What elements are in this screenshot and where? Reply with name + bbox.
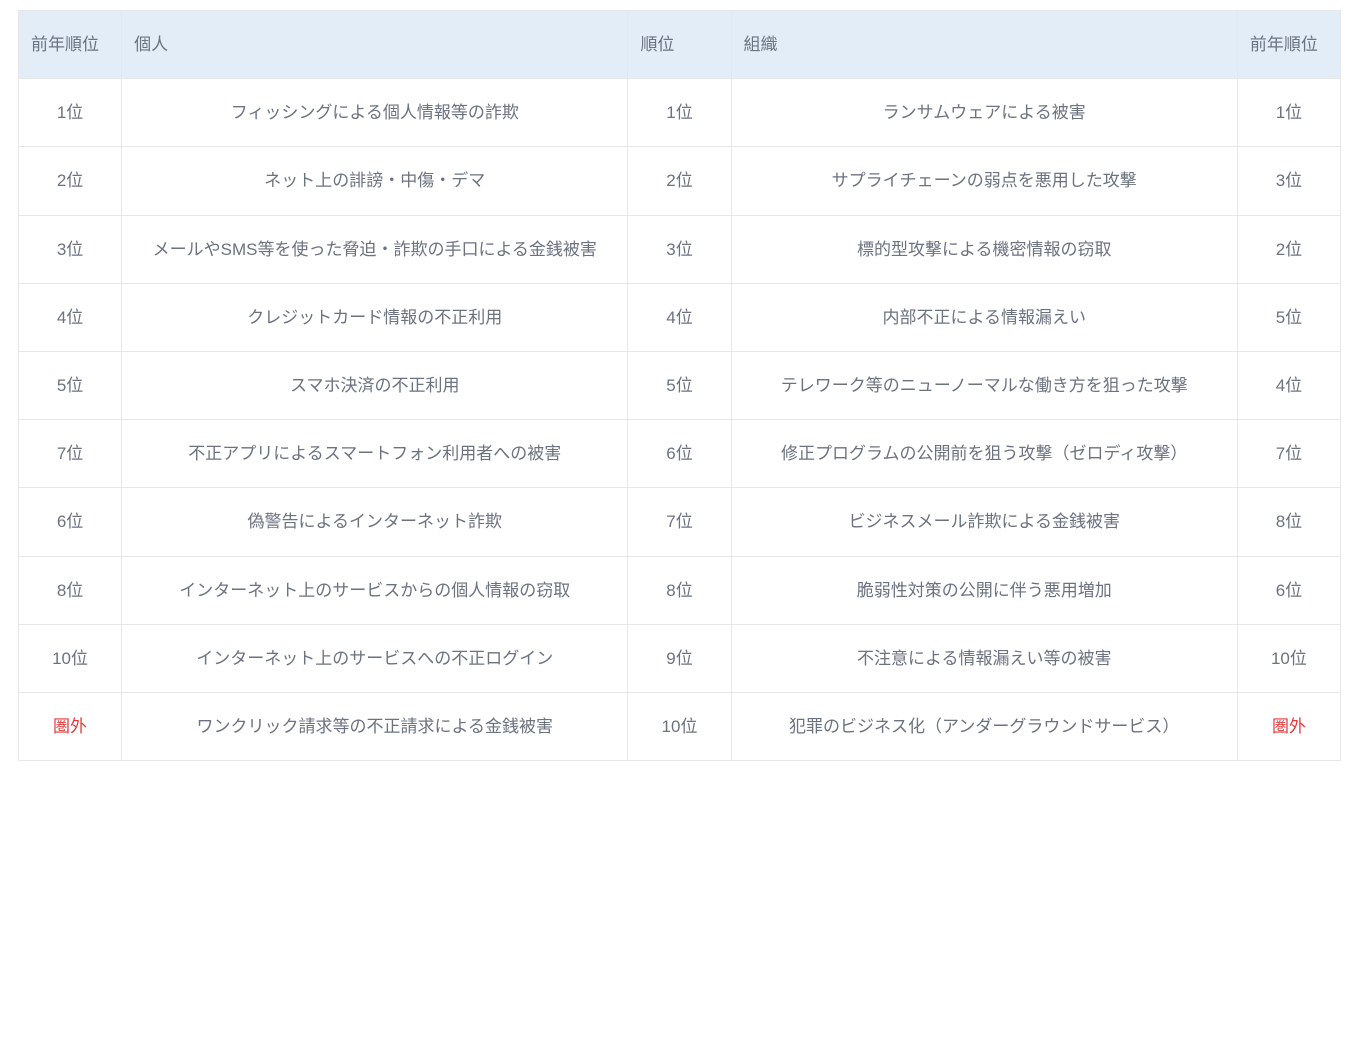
cell-prev-org: 2位	[1237, 215, 1340, 283]
cell-prev-org: 8位	[1237, 488, 1340, 556]
cell-prev-individual: 5位	[19, 351, 122, 419]
cell-prev-individual: 圏外	[19, 692, 122, 760]
cell-individual: 不正アプリによるスマートフォン利用者への被害	[122, 420, 628, 488]
cell-rank: 6位	[628, 420, 731, 488]
table-header-row: 前年順位 個人 順位 組織 前年順位	[19, 11, 1341, 79]
cell-prev-org: 5位	[1237, 283, 1340, 351]
cell-prev-org: 4位	[1237, 351, 1340, 419]
cell-organization: 内部不正による情報漏えい	[731, 283, 1237, 351]
cell-rank: 5位	[628, 351, 731, 419]
out-of-rank-label: 圏外	[1272, 717, 1306, 736]
table-row: 2位ネット上の誹謗・中傷・デマ2位サプライチェーンの弱点を悪用した攻撃3位	[19, 147, 1341, 215]
table-row: 3位メールやSMS等を使った脅迫・詐欺の手口による金銭被害3位標的型攻撃による機…	[19, 215, 1341, 283]
table-row: 10位インターネット上のサービスへの不正ログイン9位不注意による情報漏えい等の被…	[19, 624, 1341, 692]
cell-rank: 8位	[628, 556, 731, 624]
cell-prev-individual: 7位	[19, 420, 122, 488]
cell-organization: サプライチェーンの弱点を悪用した攻撃	[731, 147, 1237, 215]
cell-prev-org: 1位	[1237, 79, 1340, 147]
table-row: 5位スマホ決済の不正利用5位テレワーク等のニューノーマルな働き方を狙った攻撃4位	[19, 351, 1341, 419]
cell-prev-org: 10位	[1237, 624, 1340, 692]
cell-organization: テレワーク等のニューノーマルな働き方を狙った攻撃	[731, 351, 1237, 419]
table-row: 7位不正アプリによるスマートフォン利用者への被害6位修正プログラムの公開前を狙う…	[19, 420, 1341, 488]
cell-prev-org: 圏外	[1237, 692, 1340, 760]
cell-prev-individual: 1位	[19, 79, 122, 147]
cell-individual: インターネット上のサービスからの個人情報の窃取	[122, 556, 628, 624]
table-row: 4位クレジットカード情報の不正利用4位内部不正による情報漏えい5位	[19, 283, 1341, 351]
cell-prev-org: 7位	[1237, 420, 1340, 488]
table-row: 1位フィッシングによる個人情報等の詐欺1位ランサムウェアによる被害1位	[19, 79, 1341, 147]
cell-organization: ランサムウェアによる被害	[731, 79, 1237, 147]
cell-organization: 脆弱性対策の公開に伴う悪用増加	[731, 556, 1237, 624]
header-prev-org: 前年順位	[1237, 11, 1340, 79]
table-row: 8位インターネット上のサービスからの個人情報の窃取8位脆弱性対策の公開に伴う悪用…	[19, 556, 1341, 624]
cell-prev-individual: 2位	[19, 147, 122, 215]
cell-individual: スマホ決済の不正利用	[122, 351, 628, 419]
threat-ranking-table: 前年順位 個人 順位 組織 前年順位 1位フィッシングによる個人情報等の詐欺1位…	[18, 10, 1341, 761]
cell-individual: インターネット上のサービスへの不正ログイン	[122, 624, 628, 692]
cell-organization: 犯罪のビジネス化（アンダーグラウンドサービス）	[731, 692, 1237, 760]
cell-rank: 4位	[628, 283, 731, 351]
cell-organization: ビジネスメール詐欺による金銭被害	[731, 488, 1237, 556]
header-rank: 順位	[628, 11, 731, 79]
cell-prev-individual: 10位	[19, 624, 122, 692]
cell-prev-org: 6位	[1237, 556, 1340, 624]
cell-rank: 1位	[628, 79, 731, 147]
header-organization: 組織	[731, 11, 1237, 79]
cell-individual: 偽警告によるインターネット詐欺	[122, 488, 628, 556]
cell-individual: フィッシングによる個人情報等の詐欺	[122, 79, 628, 147]
cell-rank: 9位	[628, 624, 731, 692]
cell-individual: メールやSMS等を使った脅迫・詐欺の手口による金銭被害	[122, 215, 628, 283]
header-individual: 個人	[122, 11, 628, 79]
cell-rank: 7位	[628, 488, 731, 556]
cell-organization: 不注意による情報漏えい等の被害	[731, 624, 1237, 692]
header-prev-individual: 前年順位	[19, 11, 122, 79]
table-row: 6位偽警告によるインターネット詐欺7位ビジネスメール詐欺による金銭被害8位	[19, 488, 1341, 556]
cell-rank: 2位	[628, 147, 731, 215]
table-row: 圏外 ワンクリック請求等の不正請求による金銭被害10位犯罪のビジネス化（アンダーグ…	[19, 692, 1341, 760]
cell-prev-individual: 6位	[19, 488, 122, 556]
cell-rank: 3位	[628, 215, 731, 283]
cell-prev-individual: 3位	[19, 215, 122, 283]
cell-prev-individual: 8位	[19, 556, 122, 624]
cell-prev-individual: 4位	[19, 283, 122, 351]
cell-organization: 標的型攻撃による機密情報の窃取	[731, 215, 1237, 283]
cell-prev-org: 3位	[1237, 147, 1340, 215]
cell-individual: クレジットカード情報の不正利用	[122, 283, 628, 351]
cell-rank: 10位	[628, 692, 731, 760]
cell-individual: ネット上の誹謗・中傷・デマ	[122, 147, 628, 215]
out-of-rank-label: 圏外	[53, 717, 87, 736]
cell-individual: ワンクリック請求等の不正請求による金銭被害	[122, 692, 628, 760]
cell-organization: 修正プログラムの公開前を狙う攻撃（ゼロディ攻撃）	[731, 420, 1237, 488]
